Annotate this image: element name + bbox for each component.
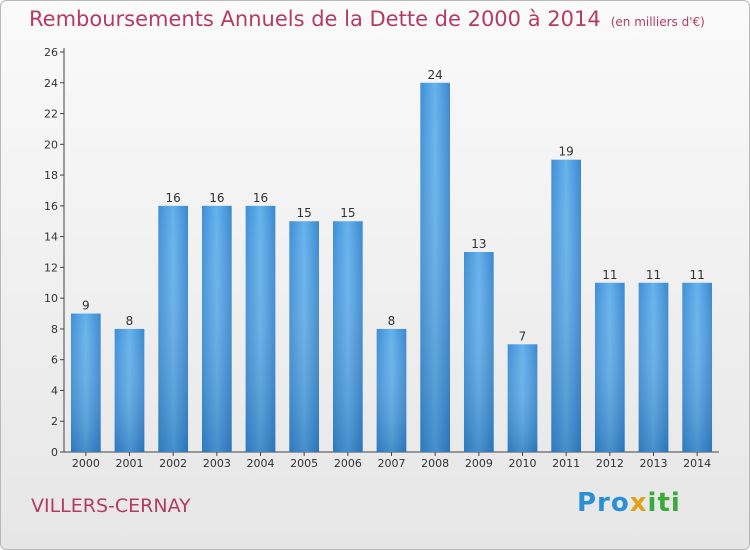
data-label: 15	[340, 206, 355, 220]
data-label: 19	[559, 145, 574, 159]
x-tick-label: 2014	[683, 457, 711, 470]
y-tick-label: 6	[51, 354, 58, 367]
bar-shade	[551, 159, 582, 452]
bar-shade	[332, 221, 363, 452]
x-tick-label: 2002	[159, 457, 187, 470]
x-tick-label: 2008	[421, 457, 449, 470]
y-tick-label: 10	[44, 292, 58, 305]
x-tick-label: 2009	[465, 457, 493, 470]
y-tick-label: 4	[51, 384, 58, 397]
y-tick-label: 2	[51, 415, 58, 428]
bar-shade	[70, 313, 101, 452]
bar-shade	[638, 282, 669, 452]
data-label: 16	[209, 191, 224, 205]
x-tick-label: 2000	[72, 457, 100, 470]
x-tick-label: 2005	[290, 457, 318, 470]
y-tick-label: 18	[44, 169, 58, 182]
y-tick-label: 20	[44, 138, 58, 151]
bar-shade	[507, 344, 538, 452]
x-tick-label: 2010	[509, 457, 537, 470]
y-tick-label: 26	[44, 46, 58, 59]
x-tick-label: 2013	[640, 457, 668, 470]
bar-shade	[420, 82, 451, 453]
data-label: 8	[388, 314, 396, 328]
data-label: 11	[690, 268, 705, 282]
y-tick-label: 22	[44, 108, 58, 121]
bar-shade	[376, 328, 407, 452]
data-label: 16	[166, 191, 181, 205]
x-tick-label: 2007	[378, 457, 406, 470]
chart-title: Remboursements Annuels de la Dette de 20…	[29, 7, 705, 31]
x-tick-label: 2011	[552, 457, 580, 470]
data-label: 9	[82, 299, 90, 313]
bar-shade	[682, 282, 713, 452]
data-label: 11	[646, 268, 661, 282]
data-label: 11	[602, 268, 617, 282]
bar-shade	[289, 221, 320, 452]
x-tick-label: 2006	[334, 457, 362, 470]
y-tick-label: 16	[44, 200, 58, 213]
data-label: 15	[297, 206, 312, 220]
y-tick-label: 12	[44, 261, 58, 274]
data-label: 16	[253, 191, 268, 205]
x-tick-label: 2004	[247, 457, 275, 470]
y-tick-label: 14	[44, 231, 58, 244]
bar-shade	[463, 252, 494, 452]
bar-shade	[594, 282, 625, 452]
data-label: 8	[126, 314, 134, 328]
location-name: VILLERS-CERNAY	[31, 495, 191, 517]
y-tick-label: 0	[51, 446, 58, 459]
data-label: 7	[519, 329, 527, 343]
y-tick-label: 8	[51, 323, 58, 336]
chart-subtitle: (en milliers d'€)	[610, 15, 705, 29]
y-tick-label: 24	[44, 77, 58, 90]
bar-shade	[245, 205, 276, 452]
proxiti-logo: Proxiti	[577, 488, 681, 518]
x-tick-label: 2012	[596, 457, 624, 470]
data-label: 13	[471, 237, 486, 251]
x-tick-label: 2003	[203, 457, 231, 470]
bar-shade	[201, 205, 232, 452]
bar-shade	[114, 328, 145, 452]
x-tick-label: 2001	[116, 457, 144, 470]
data-label: 24	[428, 68, 443, 82]
bar-shade	[158, 205, 189, 452]
